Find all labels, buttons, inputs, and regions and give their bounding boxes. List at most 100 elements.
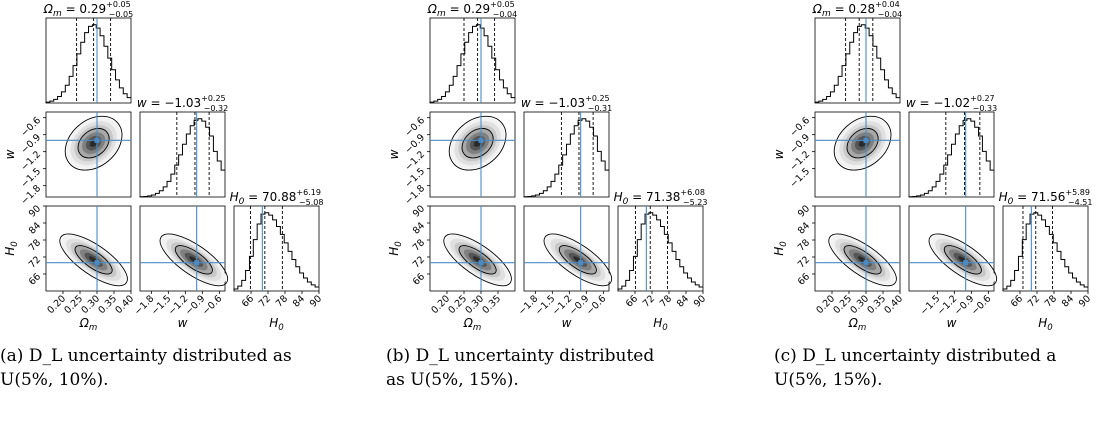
ylabel-w: w	[772, 149, 786, 159]
truth-marker	[94, 260, 100, 266]
xtick-label-w-4: −0.6	[584, 293, 608, 317]
hist-line-Om	[814, 24, 900, 103]
ytick-label-H0-3: 84	[27, 220, 43, 236]
title-plus-Om: +0.05	[106, 0, 131, 9]
contour-0	[828, 233, 897, 287]
xlabel-w-base: w	[947, 316, 957, 330]
contour-1	[458, 245, 497, 275]
title-plus-Om: +0.05	[490, 0, 515, 9]
hist-frame-w	[139, 111, 226, 198]
caption-a-label: (a)	[0, 346, 24, 366]
xlabel-Om-sub: m	[473, 323, 481, 333]
xtick-label-H0-2: 78	[658, 293, 674, 309]
contour-1	[558, 245, 597, 275]
corner-plot-c: Ωm = 0.28+0.04 −0.04w = −1.02+0.27 −0.33H0…	[772, 0, 1093, 333]
title-H0: H0 = 71.56+5.89 −4.51	[999, 188, 1093, 207]
ytick-label-H0-1: 72	[411, 254, 427, 270]
truth-marker	[863, 260, 869, 266]
title-minus-H0: −5.08	[299, 198, 324, 207]
xlabel-w-base: w	[562, 316, 572, 330]
title-sub-H0: 0	[239, 197, 245, 207]
title-eq-H0: = 70.88	[244, 190, 296, 204]
title-sub-H0: 0	[1008, 197, 1014, 207]
title-symbol-H0: H	[614, 190, 623, 204]
hist-Om-a: Ωm = 0.29+0.05 −0.05	[43, 0, 133, 104]
title-eq-w: = −1.03	[531, 96, 585, 110]
title-H0: H0 = 70.88+6.19 −5.08	[230, 188, 324, 207]
xtick-label-H0-0: 66	[240, 293, 256, 309]
xtick-label-H0-3: 84	[1060, 293, 1076, 309]
title-plus-H0: +6.19	[296, 188, 321, 197]
xtick-label-H0-4: 90	[1077, 293, 1093, 309]
caption-a-sub: U(5%, 10%).	[0, 370, 109, 390]
hist-line-w	[139, 118, 225, 198]
xlabel-Om-base: Ω	[463, 316, 474, 330]
xtick-label-H0-0: 66	[1009, 293, 1025, 309]
scatter-Om-H0-a	[45, 205, 132, 292]
contour-0	[59, 233, 128, 287]
truth-marker	[863, 137, 869, 143]
title-minus-H0: −5.23	[683, 198, 708, 207]
contour-1	[174, 245, 213, 275]
contour-0	[159, 233, 229, 287]
hist-line-H0	[1002, 212, 1088, 291]
title-plus-w: +0.25	[585, 94, 610, 103]
xlabel-H0-base: H	[653, 316, 662, 330]
ytick-label-H0-1: 72	[27, 254, 43, 270]
title-eq-Om: = 0.28	[831, 2, 875, 16]
xtick-label-H0-4: 90	[308, 293, 324, 309]
xlabel-H0-sub: 0	[1047, 323, 1053, 333]
truth-marker	[578, 260, 584, 266]
title-symbol-Om: Ω	[812, 2, 823, 16]
xlabel-H0: H0	[1038, 316, 1053, 333]
hist-Om-b: Ωm = 0.29+0.05 −0.04	[427, 0, 517, 104]
caption-b-sub: as U(5%, 15%).	[386, 370, 519, 390]
title-Om: Ωm = 0.28+0.04 −0.04	[812, 0, 902, 19]
title-plus-Om: +0.04	[875, 0, 900, 9]
scatter-Om-w-b	[429, 111, 516, 198]
xlabel-Om-base: Ω	[848, 316, 859, 330]
scatter-Om-H0-c	[814, 205, 901, 292]
hist-line-H0	[617, 212, 703, 291]
hist-line-w	[908, 118, 994, 198]
caption-a-text: D_L uncertainty distributed as	[28, 346, 292, 366]
title-Om: Ωm = 0.29+0.05 −0.05	[43, 0, 133, 19]
contour-0	[928, 233, 998, 287]
ylabel-H0: H0	[772, 241, 789, 256]
title-plus-w: +0.27	[970, 94, 995, 103]
caption-b: (b) D_L uncertainty distributed as U(5%,…	[386, 344, 686, 392]
caption-c-sub: U(5%, 15%).	[774, 370, 883, 390]
corner-plot-b: Ωm = 0.29+0.05 −0.04w = −1.03+0.25 −0.31H0…	[387, 0, 708, 333]
xlabel-w: w	[562, 316, 572, 330]
xtick-label-w-4: −0.6	[200, 293, 224, 317]
xlabel-Om: Ωm	[79, 316, 98, 333]
caption-c-label: (c)	[774, 346, 797, 366]
hist-frame-H0	[1002, 205, 1089, 292]
scatter-Om-w-a	[45, 111, 132, 198]
title-sub-Om: m	[437, 9, 446, 19]
caption-c: (c) D_L uncertainty distributed a U(5%, …	[774, 344, 1074, 392]
hist-frame-H0	[617, 205, 704, 292]
truth-marker	[963, 260, 969, 266]
hist-frame-w	[908, 111, 995, 198]
ylabel-H0: H0	[3, 241, 20, 256]
title-symbol-H0: H	[230, 190, 239, 204]
hist-w-c: w = −1.02+0.27 −0.33	[906, 94, 998, 198]
truth-marker	[94, 137, 100, 143]
title-symbol-Om: Ω	[43, 2, 54, 16]
xlabel-H0-sub: 0	[662, 323, 668, 333]
xlabel-H0-sub: 0	[278, 323, 284, 333]
hist-Om-c: Ωm = 0.28+0.04 −0.04	[812, 0, 902, 104]
title-plus-H0: +5.89	[1065, 188, 1090, 197]
scatter-w-H0-a	[139, 205, 229, 292]
hist-frame-H0	[233, 205, 320, 292]
hist-H0-a: H0 = 70.88+6.19 −5.08	[230, 188, 324, 292]
caption-a: (a) D_L uncertainty distributed as U(5%,…	[0, 344, 300, 392]
xlabel-H0: H0	[653, 316, 668, 333]
xtick-label-H0-1: 72	[1026, 293, 1042, 309]
title-minus-w: −0.33	[973, 104, 998, 113]
xtick-label-w-3: −0.6	[969, 293, 993, 317]
ytick-label-H0-0: 66	[27, 271, 43, 287]
scatter-w-H0-b	[523, 205, 613, 292]
